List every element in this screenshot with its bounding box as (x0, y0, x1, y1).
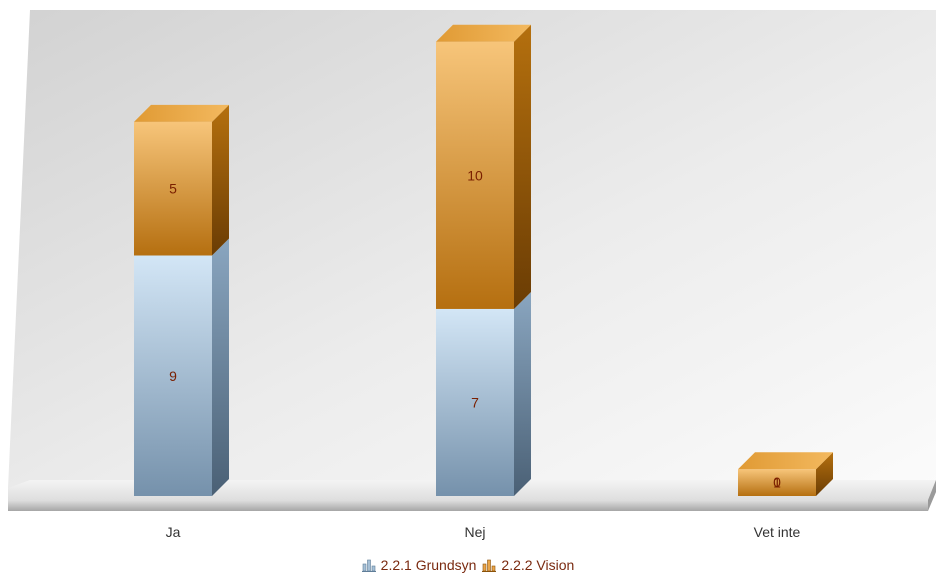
bar-segment-side (816, 452, 833, 496)
bar-chart-icon (361, 559, 376, 572)
data-label: 9 (169, 368, 177, 384)
bar-segment-side (212, 104, 229, 256)
bar-segment-side (514, 291, 531, 496)
data-label: 0 (773, 474, 781, 490)
bar-segment-side (514, 24, 531, 309)
bar-segment-side (212, 238, 229, 496)
bar-chart-icon (482, 559, 497, 572)
bar-top (436, 24, 531, 42)
x-tick-label: Ja (166, 524, 181, 540)
bar-stack (738, 452, 833, 496)
x-tick-label: Nej (464, 524, 485, 540)
category-labels: Ja Nej Vet inte (166, 524, 801, 540)
data-label: 5 (169, 181, 177, 197)
bar-segment (436, 308, 514, 496)
data-label: 1 (773, 475, 781, 491)
bar-segment (134, 255, 212, 496)
bars-group: 9 5 7 10 01 (134, 24, 833, 496)
bar-segment (738, 469, 816, 496)
bar-top (134, 104, 229, 122)
bar-top (738, 452, 833, 470)
legend-label-series-1: 2.2.1 Grundsyn (380, 557, 477, 573)
bar-stack (134, 104, 229, 496)
legend-item-series-1[interactable]: 2.2.1 Grundsyn (361, 557, 477, 573)
stacked-bar-chart: 9 5 7 10 01 Ja Nej Vet inte (8, 10, 936, 540)
bar-stack (436, 24, 531, 496)
x-tick-label: Vet inte (754, 524, 801, 540)
data-label: 7 (471, 394, 479, 410)
legend: 2.2.1 Grundsyn 2.2.2 Vision (0, 555, 936, 575)
bar-segment (134, 121, 212, 256)
legend-label-series-2: 2.2.2 Vision (501, 557, 575, 573)
bar-segment (436, 41, 514, 309)
data-label: 10 (467, 167, 483, 183)
legend-item-series-2[interactable]: 2.2.2 Vision (482, 557, 574, 573)
